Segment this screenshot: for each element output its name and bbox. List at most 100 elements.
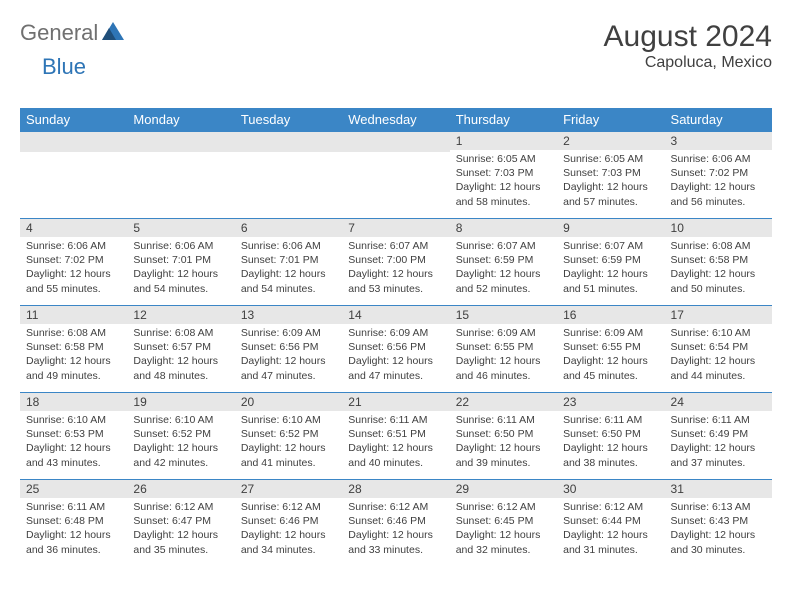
calendar-cell: 19Sunrise: 6:10 AMSunset: 6:52 PMDayligh… <box>127 393 234 480</box>
sunset-line: Sunset: 6:46 PM <box>241 515 319 527</box>
day-content: Sunrise: 6:05 AMSunset: 7:03 PMDaylight:… <box>557 150 664 211</box>
day-content: Sunrise: 6:13 AMSunset: 6:43 PMDaylight:… <box>665 498 772 559</box>
calendar-cell <box>20 132 127 219</box>
day-number: 26 <box>127 480 234 498</box>
logo: General <box>20 20 124 46</box>
weekday-header-row: Sunday Monday Tuesday Wednesday Thursday… <box>20 108 772 132</box>
sunset-line: Sunset: 6:48 PM <box>26 515 104 527</box>
day-number: 3 <box>665 132 772 150</box>
day-content: Sunrise: 6:07 AM Sunset: 7:00 PM Daylight:… <box>342 237 449 298</box>
calendar-cell: 25Sunrise: 6:11 AMSunset: 6:48 PMDayligh… <box>20 480 127 567</box>
daylight-line: Daylight: 12 hours and 33 minutes. <box>348 529 433 555</box>
daylight-line: Daylight: 12 hours and 54 minutes. <box>241 268 326 294</box>
daylight-line: Daylight: 12 hours and 56 minutes. <box>671 181 756 207</box>
calendar-cell: 12Sunrise: 6:08 AMSunset: 6:57 PMDayligh… <box>127 306 234 393</box>
sunrise-line: Sunrise: 6:13 AM <box>671 501 751 513</box>
calendar-cell: 8Sunrise: 6:07 AMSunset: 6:59 PMDaylight… <box>450 219 557 306</box>
day-number: 15 <box>450 306 557 324</box>
calendar-cell: 29Sunrise: 6:12 AMSunset: 6:45 PMDayligh… <box>450 480 557 567</box>
sunset-line: Sunset: 6:52 PM <box>133 428 211 440</box>
daylight-line: Daylight: 12 hours and 49 minutes. <box>26 355 111 381</box>
daylight-line: Daylight: 12 hours and 34 minutes. <box>241 529 326 555</box>
day-number: 31 <box>665 480 772 498</box>
day-content <box>127 152 234 156</box>
sunset-line: Sunset: 6:56 PM <box>348 341 426 353</box>
sunrise-line: Sunrise: 6:12 AM <box>241 501 321 513</box>
sunset-line: Sunset: 6:47 PM <box>133 515 211 527</box>
day-content: Sunrise: 6:12 AMSunset: 6:44 PMDaylight:… <box>557 498 664 559</box>
day-content: Sunrise: 6:08 AMSunset: 6:58 PMDaylight:… <box>20 324 127 385</box>
calendar-cell: 16Sunrise: 6:09 AMSunset: 6:55 PMDayligh… <box>557 306 664 393</box>
sunrise-line: Sunrise: 6:06 AM <box>133 240 213 252</box>
sunrise-line: Sunrise: 6:06 AM <box>671 153 751 165</box>
sunset-line: Sunset: 7:00 PM <box>348 254 426 266</box>
day-number: 10 <box>665 219 772 237</box>
day-content: Sunrise: 6:10 AMSunset: 6:53 PMDaylight:… <box>20 411 127 472</box>
daylight-line: Daylight: 12 hours and 35 minutes. <box>133 529 218 555</box>
day-content: Sunrise: 6:12 AMSunset: 6:45 PMDaylight:… <box>450 498 557 559</box>
sunrise-line: Sunrise: 6:10 AM <box>671 327 751 339</box>
sunrise-line: Sunrise: 6:12 AM <box>563 501 643 513</box>
daylight-line: Daylight: 12 hours and 50 minutes. <box>671 268 756 294</box>
day-content: Sunrise: 6:06 AMSunset: 7:02 PMDaylight:… <box>665 150 772 211</box>
calendar-cell: 15Sunrise: 6:09 AMSunset: 6:55 PMDayligh… <box>450 306 557 393</box>
day-number: 20 <box>235 393 342 411</box>
daylight-line: Daylight: 12 hours and 45 minutes. <box>563 355 648 381</box>
day-content: Sunrise: 6:08 AMSunset: 6:57 PMDaylight:… <box>127 324 234 385</box>
month-title: August 2024 <box>604 20 772 54</box>
calendar-row: 11Sunrise: 6:08 AMSunset: 6:58 PMDayligh… <box>20 306 772 393</box>
weekday-header: Thursday <box>450 108 557 132</box>
calendar-row: 4Sunrise: 6:06 AMSunset: 7:02 PMDaylight… <box>20 219 772 306</box>
day-content: Sunrise: 6:09 AMSunset: 6:55 PMDaylight:… <box>557 324 664 385</box>
daylight-line: Daylight: 12 hours and 47 minutes. <box>348 355 433 381</box>
daylight-line: Daylight: 12 hours and 40 minutes. <box>348 442 433 468</box>
day-number: 27 <box>235 480 342 498</box>
daylight-line: Daylight: 12 hours and 30 minutes. <box>671 529 756 555</box>
sunset-line: Sunset: 7:02 PM <box>26 254 104 266</box>
sunrise-line: Sunrise: 6:08 AM <box>671 240 751 252</box>
day-number: 24 <box>665 393 772 411</box>
daylight-line: Daylight: 12 hours and 46 minutes. <box>456 355 541 381</box>
sunrise-line: Sunrise: 6:07 AM <box>348 240 428 252</box>
day-content: Sunrise: 6:09 AM Sunset: 6:56 PM Daylight:… <box>342 324 449 385</box>
sunrise-line: Sunrise: 6:07 AM <box>563 240 643 252</box>
calendar-cell: 28Sunrise: 6:12 AMSunset: 6:46 PMDayligh… <box>342 480 449 567</box>
sunset-line: Sunset: 7:01 PM <box>133 254 211 266</box>
daylight-line: Daylight: 12 hours and 53 minutes. <box>348 268 433 294</box>
day-number: 14 <box>342 306 449 324</box>
daylight-line: Daylight: 12 hours and 52 minutes. <box>456 268 541 294</box>
calendar-cell: 18Sunrise: 6:10 AMSunset: 6:53 PMDayligh… <box>20 393 127 480</box>
day-number: 11 <box>20 306 127 324</box>
day-content: Sunrise: 6:06 AMSunset: 7:01 PMDaylight:… <box>127 237 234 298</box>
sunset-line: Sunset: 6:51 PM <box>348 428 426 440</box>
sunrise-line: Sunrise: 6:09 AM <box>348 327 428 339</box>
daylight-line: Daylight: 12 hours and 48 minutes. <box>133 355 218 381</box>
calendar-cell: 23Sunrise: 6:11 AMSunset: 6:50 PMDayligh… <box>557 393 664 480</box>
sunset-line: Sunset: 6:55 PM <box>563 341 641 353</box>
calendar-row: 25Sunrise: 6:11 AMSunset: 6:48 PMDayligh… <box>20 480 772 567</box>
sunrise-line: Sunrise: 6:06 AM <box>241 240 321 252</box>
calendar-body: 1Sunrise: 6:05 AMSunset: 7:03 PMDaylight… <box>20 132 772 567</box>
day-number: 25 <box>20 480 127 498</box>
sunrise-line: Sunrise: 6:09 AM <box>241 327 321 339</box>
day-number: 18 <box>20 393 127 411</box>
day-content: Sunrise: 6:06 AMSunset: 7:02 PMDaylight:… <box>20 237 127 298</box>
daylight-line: Daylight: 12 hours and 57 minutes. <box>563 181 648 207</box>
sunset-line: Sunset: 7:01 PM <box>241 254 319 266</box>
calendar-cell: 1Sunrise: 6:05 AMSunset: 7:03 PMDaylight… <box>450 132 557 219</box>
sunset-line: Sunset: 6:44 PM <box>563 515 641 527</box>
weekday-header: Friday <box>557 108 664 132</box>
sunset-line: Sunset: 6:50 PM <box>456 428 534 440</box>
calendar-cell: 21Sunrise: 6:11 AMSunset: 6:51 PMDayligh… <box>342 393 449 480</box>
sunset-line: Sunset: 6:58 PM <box>671 254 749 266</box>
daylight-line: Daylight: 12 hours and 51 minutes. <box>563 268 648 294</box>
day-content: Sunrise: 6:11 AMSunset: 6:50 PMDaylight:… <box>557 411 664 472</box>
sunrise-line: Sunrise: 6:11 AM <box>456 414 535 426</box>
sunset-line: Sunset: 6:56 PM <box>241 341 319 353</box>
calendar-cell: 13Sunrise: 6:09 AMSunset: 6:56 PMDayligh… <box>235 306 342 393</box>
sunrise-line: Sunrise: 6:12 AM <box>133 501 213 513</box>
calendar-cell: 5Sunrise: 6:06 AMSunset: 7:01 PMDaylight… <box>127 219 234 306</box>
day-content <box>235 152 342 156</box>
day-content <box>20 152 127 156</box>
weekday-header: Wednesday <box>342 108 449 132</box>
